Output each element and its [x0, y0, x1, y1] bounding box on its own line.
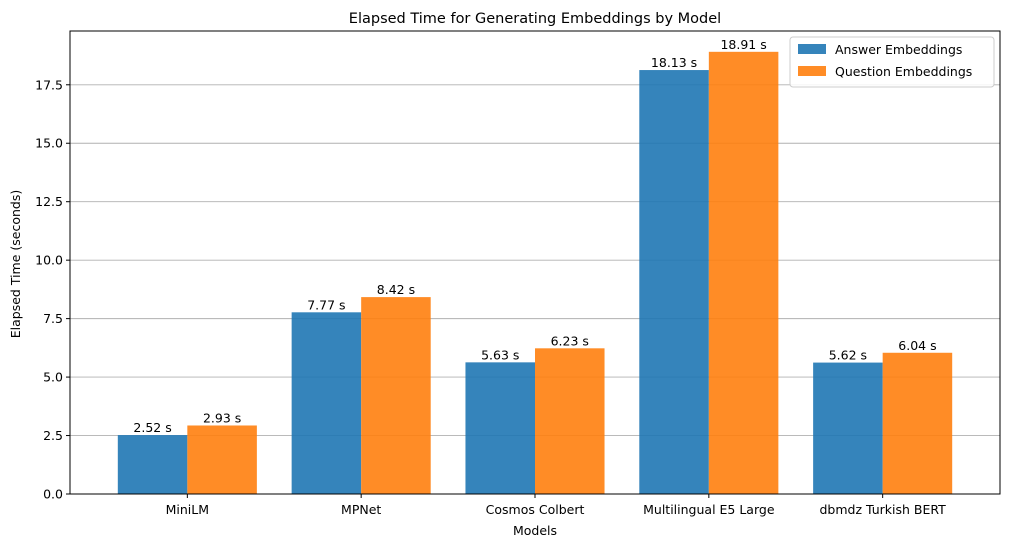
- bar-question: [708, 51, 779, 494]
- x-tick-label: Cosmos Colbert: [486, 502, 585, 517]
- legend-swatch: [798, 44, 826, 54]
- bar-answer: [117, 435, 188, 494]
- bar-answer: [291, 312, 362, 494]
- x-tick-label: MiniLM: [166, 502, 209, 517]
- x-axis-label: Models: [513, 523, 557, 538]
- data-label: 6.04 s: [898, 338, 936, 353]
- data-label: 6.23 s: [551, 333, 589, 348]
- x-tick-label: MPNet: [341, 502, 381, 517]
- legend-label: Question Embeddings: [835, 64, 972, 79]
- legend-box: [789, 36, 995, 88]
- x-tick-label: Multilingual E5 Large: [643, 502, 775, 517]
- data-label: 7.77 s: [307, 297, 345, 312]
- y-tick-label: 12.5: [35, 194, 63, 209]
- legend: Answer Embeddings Question Embeddings: [789, 36, 995, 88]
- y-tick-label: 0.0: [43, 487, 63, 502]
- bar-answer: [465, 362, 535, 494]
- y-gridlines: [70, 84, 1000, 436]
- x-tick-label: dbmdz Turkish BERT: [819, 502, 946, 517]
- data-label: 2.52 s: [133, 420, 171, 435]
- bar-question: [361, 297, 431, 494]
- bar-question: [187, 425, 257, 494]
- y-tick-label: 17.5: [35, 77, 63, 92]
- data-label: 5.62 s: [829, 348, 867, 363]
- y-tick-label: 10.0: [35, 253, 63, 268]
- bar-question: [535, 348, 605, 494]
- y-tick-label: 7.5: [43, 311, 63, 326]
- bar-answer: [639, 70, 709, 494]
- data-label: 18.91 s: [720, 37, 766, 52]
- chart-title: Elapsed Time for Generating Embeddings b…: [349, 11, 721, 27]
- y-tick-label: 2.5: [43, 428, 63, 443]
- data-label: 5.63 s: [481, 347, 519, 362]
- y-axis-ticks: 0.0 2.5 5.0 7.5 10.0 12.5 15.0 17.5: [35, 77, 70, 502]
- y-tick-label: 5.0: [43, 370, 63, 385]
- y-axis-label: Elapsed Time (seconds): [8, 190, 23, 339]
- data-label: 18.13 s: [651, 55, 697, 70]
- y-tick-label: 15.0: [35, 136, 63, 151]
- data-label: 8.42 s: [377, 282, 415, 297]
- bars: [117, 51, 953, 494]
- data-labels: 2.52 s 7.77 s 5.63 s 18.13 s 5.62 s 2.93 s 8.4…: [133, 37, 936, 435]
- legend-label: Answer Embeddings: [835, 42, 962, 57]
- bar-question: [882, 352, 953, 494]
- bar-answer: [813, 362, 883, 494]
- legend-swatch: [798, 66, 826, 76]
- data-label: 2.93 s: [203, 410, 241, 425]
- x-axis-ticks: MiniLM MPNet Cosmos Colbert Multilingual E5…: [166, 494, 946, 517]
